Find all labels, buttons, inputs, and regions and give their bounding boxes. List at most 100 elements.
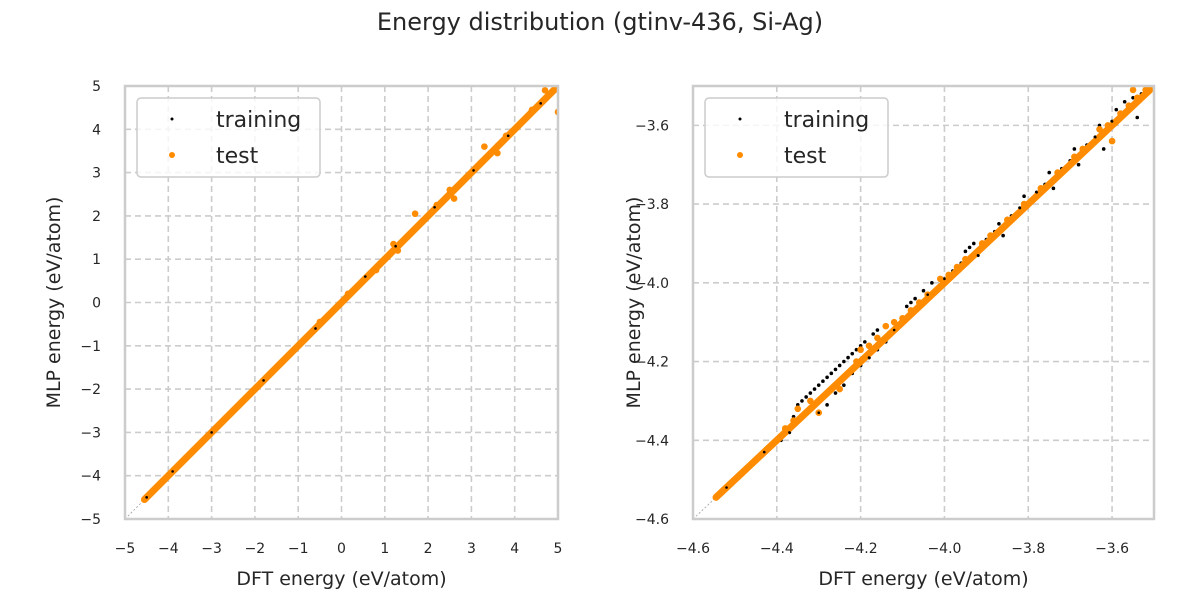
x-tick-label: 0: [337, 541, 346, 557]
training-point: [1076, 162, 1081, 167]
test-point: [1125, 102, 1133, 109]
right-axes-zoomed-range: −4.6 −4.4 −4.2 −4.0 −3.8 −3.6 −4.6 −4.4 −4.2 −4.0…: [623, 84, 1156, 590]
test-point: [344, 290, 352, 298]
test-point: [325, 312, 332, 319]
test-point: [739, 468, 747, 476]
test-point: [394, 247, 402, 254]
test-point: [1062, 165, 1070, 172]
test-point: [853, 358, 860, 365]
y-tick-label: −4.0: [635, 276, 669, 292]
test-point: [1071, 153, 1078, 161]
test-point: [294, 342, 302, 350]
test-point: [953, 263, 961, 271]
test-point: [936, 275, 944, 283]
y-tick-label: −2: [80, 382, 101, 398]
test-point: [528, 106, 536, 114]
legend-training-marker: [170, 117, 174, 121]
training-point: [808, 391, 813, 395]
test-point: [520, 117, 527, 124]
training-point: [846, 355, 850, 360]
test-point: [234, 403, 241, 410]
test-point: [400, 236, 408, 244]
y-tick-label: −3.8: [635, 197, 669, 213]
axes-frame: [691, 84, 1156, 521]
training-point: [506, 134, 510, 138]
x-tick-label: 3: [467, 541, 476, 557]
x-tick-label: −4: [158, 541, 179, 557]
test-point: [452, 184, 460, 192]
y-tick-label: 2: [92, 209, 101, 225]
training-point: [943, 277, 946, 281]
test-point: [316, 318, 324, 326]
test-point: [541, 87, 549, 94]
training-point: [1131, 96, 1135, 100]
training-point: [867, 356, 871, 359]
test-point: [865, 342, 873, 350]
test-point: [463, 173, 471, 181]
training-point: [804, 395, 808, 399]
test-point: [225, 411, 233, 419]
legend-box: [136, 97, 321, 178]
test-point: [511, 126, 518, 133]
test-point: [962, 255, 969, 263]
training-point: [314, 327, 317, 330]
test-point: [413, 223, 421, 231]
legend-test-marker: [169, 152, 175, 158]
training-point: [1114, 107, 1119, 112]
training-point: [813, 387, 816, 391]
test-point: [216, 420, 224, 428]
training-point: [725, 486, 728, 489]
test-point: [1133, 94, 1141, 102]
y-tick-label: 0: [92, 296, 101, 312]
test-point: [719, 488, 726, 495]
test-point: [1129, 86, 1137, 94]
test-point: [727, 480, 735, 487]
x-tick-label: −4.4: [760, 541, 794, 557]
x-tick-label: −3.8: [1011, 541, 1045, 557]
training-point: [821, 379, 825, 384]
x-tick-label: −4.0: [927, 541, 961, 557]
test-point: [765, 444, 772, 452]
x-tick-label: 1: [380, 541, 389, 557]
training-point: [1047, 170, 1052, 175]
training-point: [829, 371, 834, 376]
test-point: [1037, 185, 1045, 192]
training-point: [926, 293, 929, 296]
test-point: [251, 385, 259, 393]
y-tick-label: −4: [80, 469, 101, 485]
legend-training-label: training: [784, 108, 869, 133]
training-point: [1022, 194, 1026, 199]
legend-test-label: test: [216, 144, 259, 169]
x-tick-label: −1: [288, 541, 309, 557]
test-point: [268, 368, 276, 376]
axes-frame: [123, 84, 560, 521]
training-point: [817, 411, 821, 415]
legend-test-marker: [737, 152, 743, 158]
y-tick-label: −4.4: [635, 433, 669, 449]
training-point: [1110, 120, 1114, 123]
x-tick-label: −5: [115, 541, 136, 557]
training-point: [1135, 116, 1139, 119]
test-point: [359, 277, 367, 285]
test-point: [1054, 169, 1061, 176]
test-point: [1096, 126, 1103, 133]
test-point: [823, 389, 831, 397]
test-point: [286, 351, 293, 358]
training-point: [788, 431, 791, 434]
plot-area: [712, 86, 1154, 501]
training-point: [1035, 190, 1038, 194]
training-point: [1073, 147, 1076, 151]
test-point: [794, 405, 802, 413]
y-tick-label: −1: [80, 339, 101, 355]
test-point: [487, 149, 495, 157]
x-tick-label: −2: [245, 541, 266, 557]
training-point: [394, 244, 397, 248]
legend: training test: [704, 97, 889, 178]
test-point: [836, 385, 843, 393]
training-point: [800, 399, 804, 403]
training-point: [871, 332, 876, 336]
training-point: [909, 301, 913, 304]
test-point: [450, 195, 458, 202]
test-point: [1029, 196, 1036, 204]
x-tick-label: −3: [201, 541, 222, 557]
